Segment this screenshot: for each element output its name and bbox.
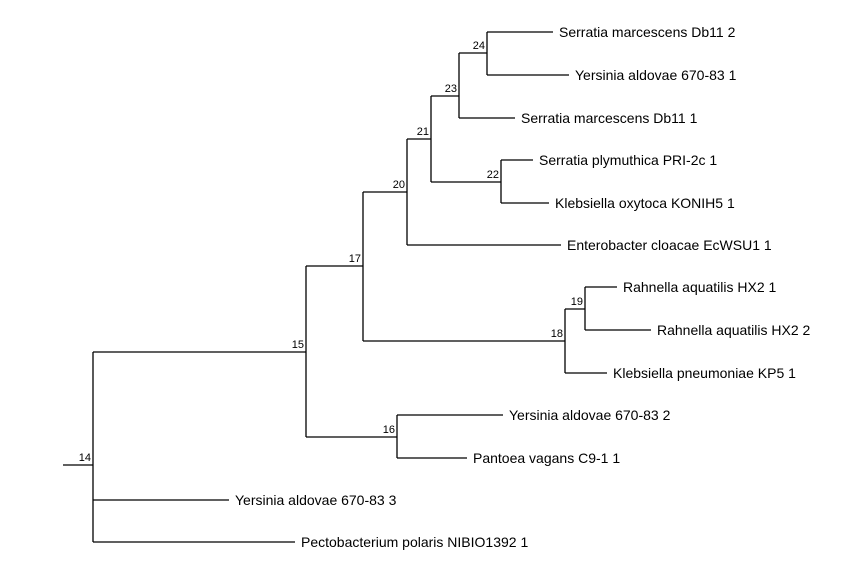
tip-label: Pantoea vagans C9-1 1	[473, 450, 620, 466]
tip-label: Enterobacter cloacae EcWSU1 1	[567, 237, 772, 253]
tip-label: Rahnella aquatilis HX2 2	[657, 322, 811, 338]
tip-label: Klebsiella pneumoniae KP5 1	[613, 365, 796, 381]
node-label: 18	[551, 328, 563, 340]
tip-label: Serratia marcescens Db11 1	[521, 110, 698, 126]
node-label: 21	[417, 126, 429, 138]
node-labels: 14 15 17 20 21 23 24 22 18 19 16	[79, 40, 583, 464]
tip-label: Serratia marcescens Db11 2	[559, 24, 736, 40]
tip-label: Rahnella aquatilis HX2 1	[623, 279, 777, 295]
tree-branches	[63, 31, 651, 543]
tip-label: Pectobacterium polaris NIBIO1392 1	[301, 534, 528, 550]
tip-labels: Serratia marcescens Db11 2 Yersinia aldov…	[235, 24, 811, 550]
node-label: 17	[349, 253, 361, 265]
tip-label: Yersinia aldovae 670-83 3	[235, 492, 397, 508]
tip-label: Yersinia aldovae 670-83 2	[509, 407, 671, 423]
node-label: 22	[487, 169, 499, 181]
node-label: 16	[383, 424, 395, 436]
node-label: 14	[79, 452, 91, 464]
node-label: 20	[393, 179, 405, 191]
tip-label: Yersinia aldovae 670-83 1	[575, 67, 737, 83]
node-label: 24	[473, 40, 485, 52]
node-label: 23	[445, 83, 457, 95]
tip-label: Serratia plymuthica PRI-2c 1	[539, 152, 717, 168]
node-label: 15	[292, 339, 304, 351]
node-label: 19	[571, 296, 583, 308]
tip-label: Klebsiella oxytoca KONIH5 1	[555, 195, 735, 211]
